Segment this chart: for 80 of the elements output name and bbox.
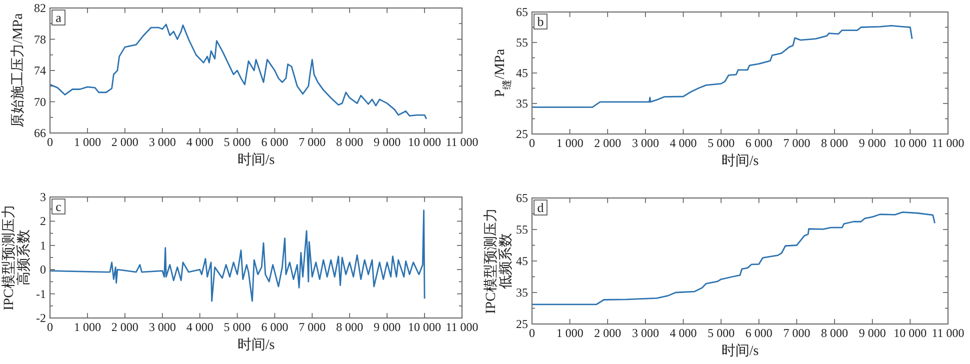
y-tick-label: 2 — [40, 214, 46, 228]
x-tick-label: 3 000 — [632, 136, 659, 150]
x-tick-label: 5 000 — [708, 326, 735, 340]
x-tick-label: 10 000 — [894, 136, 927, 150]
x-tick-label: 10 000 — [408, 135, 442, 149]
y-tick-label: 3 — [40, 190, 46, 204]
y-tick-label: 35 — [516, 286, 528, 300]
x-tick-label: 6 000 — [745, 136, 772, 150]
x-tick-label: 9 000 — [374, 135, 401, 149]
x-tick-label: 2 000 — [594, 136, 622, 150]
x-tick-label: 10 000 — [408, 320, 442, 334]
line-series — [532, 211, 936, 306]
x-tick-label: 11 000 — [446, 320, 478, 334]
x-tick-label: 7 000 — [298, 135, 326, 149]
x-tick-label: 11 000 — [932, 326, 964, 340]
x-tick-label: 3 000 — [632, 326, 659, 340]
x-tick-label: 4 000 — [186, 320, 214, 334]
y-tick-label: 35 — [516, 96, 528, 110]
x-axis-title: 时间/s — [721, 153, 759, 169]
x-tick-label: 8 000 — [336, 320, 364, 334]
x-tick-label: 5 000 — [224, 135, 251, 149]
x-tick-label: 6 000 — [261, 135, 288, 149]
x-tick-label: 3 000 — [148, 320, 176, 334]
y-tick-label: 82 — [34, 1, 46, 15]
x-tick-label: 2 000 — [594, 326, 622, 340]
y-axis-title: 原始施工压力/MPa — [10, 12, 26, 128]
x-tick-label: 1 000 — [556, 326, 584, 340]
y-tick-label: 55 — [516, 222, 528, 236]
x-tick-label: 1 000 — [74, 320, 101, 334]
y-tick-label: 25 — [516, 127, 528, 141]
y-tick-label: 0 — [40, 262, 46, 277]
x-tick-label: 5 000 — [224, 320, 251, 334]
y-tick-label: -2 — [36, 311, 46, 325]
x-tick-label: 7 000 — [783, 326, 810, 340]
line-series — [50, 24, 428, 120]
x-tick-label: 11 000 — [446, 135, 478, 149]
x-tick-label: 5 000 — [708, 136, 735, 150]
y-tick-label: 65 — [516, 191, 528, 205]
x-tick-label: 8 000 — [821, 136, 848, 150]
line-series — [532, 25, 913, 108]
y-tick-label: 70 — [34, 94, 46, 109]
x-tick-label: 7 000 — [298, 320, 326, 334]
x-axis-title: 时间/s — [237, 152, 275, 168]
y-axis-title: IPC模型预测压力高频系数 — [1, 204, 32, 310]
annotation: b — [537, 14, 544, 29]
y-tick-label: 25 — [516, 317, 528, 331]
y-tick-label: 74 — [34, 64, 46, 78]
annotation: a — [56, 10, 62, 25]
line-series — [50, 210, 426, 302]
x-tick-label: 3 000 — [148, 135, 176, 149]
x-tick-label: 8 000 — [336, 135, 364, 149]
y-tick-label: 1 — [40, 238, 46, 252]
y-tick-label: 78 — [34, 32, 46, 46]
y-tick-label: 55 — [516, 36, 528, 50]
x-tick-label: 7 000 — [783, 136, 810, 150]
y-axis-title: IPC模型预测压力低频系数 — [483, 208, 514, 314]
y-tick-label: 45 — [516, 254, 528, 268]
y-tick-label: -1 — [36, 286, 46, 301]
x-tick-label: 8 000 — [821, 326, 848, 340]
annotation: c — [56, 199, 62, 214]
x-tick-label: 1 000 — [556, 136, 584, 150]
y-tick-label: 65 — [516, 5, 528, 19]
y-tick-label: 66 — [34, 126, 46, 140]
x-tick-label: 10 000 — [894, 326, 927, 340]
x-tick-label: 11 000 — [932, 136, 964, 150]
x-tick-label: 4 000 — [670, 136, 697, 150]
x-tick-label: 6 000 — [261, 320, 288, 334]
x-tick-label: 6 000 — [745, 326, 772, 340]
x-axis-title: 时间/s — [721, 343, 759, 359]
x-tick-label: 4 000 — [186, 135, 214, 149]
x-tick-label: 2 000 — [111, 320, 138, 334]
y-tick-label: 45 — [516, 66, 528, 80]
x-tick-label: 9 000 — [858, 136, 886, 150]
x-tick-label: 9 000 — [858, 326, 886, 340]
x-tick-label: 2 000 — [111, 135, 138, 149]
x-tick-label: 1 000 — [74, 135, 101, 149]
x-axis-title: 时间/s — [237, 337, 275, 353]
x-tick-label: 9 000 — [374, 320, 401, 334]
annotation: d — [537, 200, 544, 215]
x-tick-label: 4 000 — [670, 326, 697, 340]
